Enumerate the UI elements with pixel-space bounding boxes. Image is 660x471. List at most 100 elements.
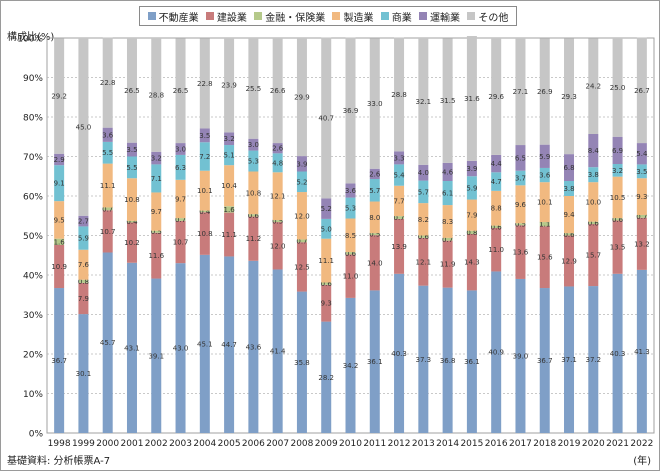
data-label: 7.6 [78, 261, 90, 269]
bar-segment [199, 210, 210, 213]
bar-segment [345, 37, 356, 184]
bar-segment [418, 237, 429, 286]
data-label: 0.5 [369, 231, 380, 239]
data-label: 0.5 [515, 221, 526, 229]
legend: 不動産業 建設業 金融・保険業 製造業 商業 運輸業 その他 [139, 6, 517, 26]
bar-segment [539, 182, 550, 223]
bar-segment [272, 222, 283, 270]
bar-segment [491, 172, 502, 191]
data-label: 39.1 [148, 352, 164, 360]
x-tick-label: 2018 [533, 439, 556, 449]
bar-segment [564, 180, 575, 196]
bar-segment [126, 142, 137, 157]
bar-segment [588, 167, 599, 183]
bar-segment [296, 192, 307, 240]
bar-segment [612, 220, 623, 274]
bar-segment [612, 176, 623, 219]
legend-label: 製造業 [343, 12, 374, 24]
data-label: 12.1 [270, 193, 286, 201]
data-label: 2.9 [54, 156, 65, 164]
data-label: 40.9 [488, 349, 504, 357]
bar-segment [54, 201, 65, 239]
data-label: 0.6 [321, 280, 333, 288]
bar-segment [636, 178, 647, 215]
y-tick-label: 0% [29, 430, 44, 440]
x-tick-label: 2007 [266, 439, 289, 449]
legend-swatch [380, 12, 389, 20]
legend-item: 金融・保険業 [254, 9, 325, 24]
data-label: 0.5 [151, 228, 162, 236]
data-label: 0.7 [636, 213, 647, 221]
data-label: 2.6 [272, 145, 284, 153]
bar-segment [539, 144, 550, 168]
data-label: 27.1 [513, 88, 529, 96]
data-label: 37.2 [586, 356, 602, 364]
bar-segment [515, 225, 526, 279]
data-label: 5.7 [369, 187, 380, 195]
bar-segment [394, 273, 405, 433]
bar-segment [272, 220, 283, 223]
data-label: 5.2 [321, 205, 332, 213]
data-label: 5.9 [539, 153, 550, 161]
bar-segment [199, 38, 210, 129]
data-label: 31.6 [464, 95, 480, 103]
bar-segment [588, 286, 599, 433]
bar-segment [54, 165, 65, 202]
data-label: 6.3 [175, 164, 186, 172]
bar-segment [515, 185, 526, 224]
data-label: 4.6 [442, 168, 454, 176]
bar-segment [248, 38, 259, 139]
data-label: 11.1 [100, 182, 116, 190]
legend-swatch [419, 12, 428, 20]
data-label: 1.6 [54, 238, 66, 246]
bar-segment [588, 38, 599, 134]
bar-segment [539, 38, 550, 145]
data-label: 32.1 [416, 98, 432, 106]
data-label: 0.7 [175, 216, 186, 224]
data-label: 12.0 [294, 212, 310, 220]
data-label: 3.5 [636, 168, 647, 176]
data-label: 9.7 [151, 208, 162, 216]
bar-segment [394, 185, 405, 217]
bar-segment [78, 282, 89, 315]
data-label: 26.9 [537, 88, 553, 96]
bar-segment [54, 288, 65, 433]
data-label: 23.9 [221, 82, 237, 90]
bar-segment [564, 286, 575, 433]
bar-segment [394, 151, 405, 165]
legend-swatch [332, 12, 341, 20]
bar-segment [442, 162, 453, 181]
data-label: 4.0 [418, 169, 429, 177]
bar-segment [102, 127, 113, 142]
data-label: 4.4 [491, 160, 503, 168]
data-label: 1.1 [539, 221, 550, 229]
bar-segment [369, 290, 380, 433]
data-label: 13.5 [610, 244, 626, 252]
data-label: 3.6 [102, 131, 114, 139]
x-tick-label: 2011 [363, 439, 386, 449]
data-label: 10.1 [197, 187, 213, 195]
bar-segment [224, 38, 235, 133]
bar-segment [78, 215, 89, 227]
bar-segment [636, 217, 647, 270]
bar-segment [564, 154, 575, 181]
bar-segment [175, 263, 186, 433]
data-label: 11.0 [488, 246, 504, 254]
data-label: 8.2 [418, 216, 429, 224]
data-label: 0.7 [296, 237, 307, 245]
bar-segment [442, 237, 453, 241]
x-axis-unit-label: (年) [633, 456, 651, 467]
data-label: 7.9 [466, 212, 477, 220]
bar-segment [491, 190, 502, 226]
data-label: 9.6 [515, 201, 527, 209]
x-tick-label: 2008 [290, 439, 313, 449]
bar-segment [248, 150, 259, 172]
data-label: 5.3 [345, 205, 356, 213]
data-label: 33.0 [367, 100, 383, 108]
data-label: 0.6 [491, 223, 503, 231]
data-label: 43.1 [124, 344, 140, 352]
bar-segment [466, 233, 477, 291]
bar-segment [272, 38, 283, 144]
data-label: 41.4 [270, 348, 286, 356]
x-tick-label: 2017 [509, 439, 532, 449]
